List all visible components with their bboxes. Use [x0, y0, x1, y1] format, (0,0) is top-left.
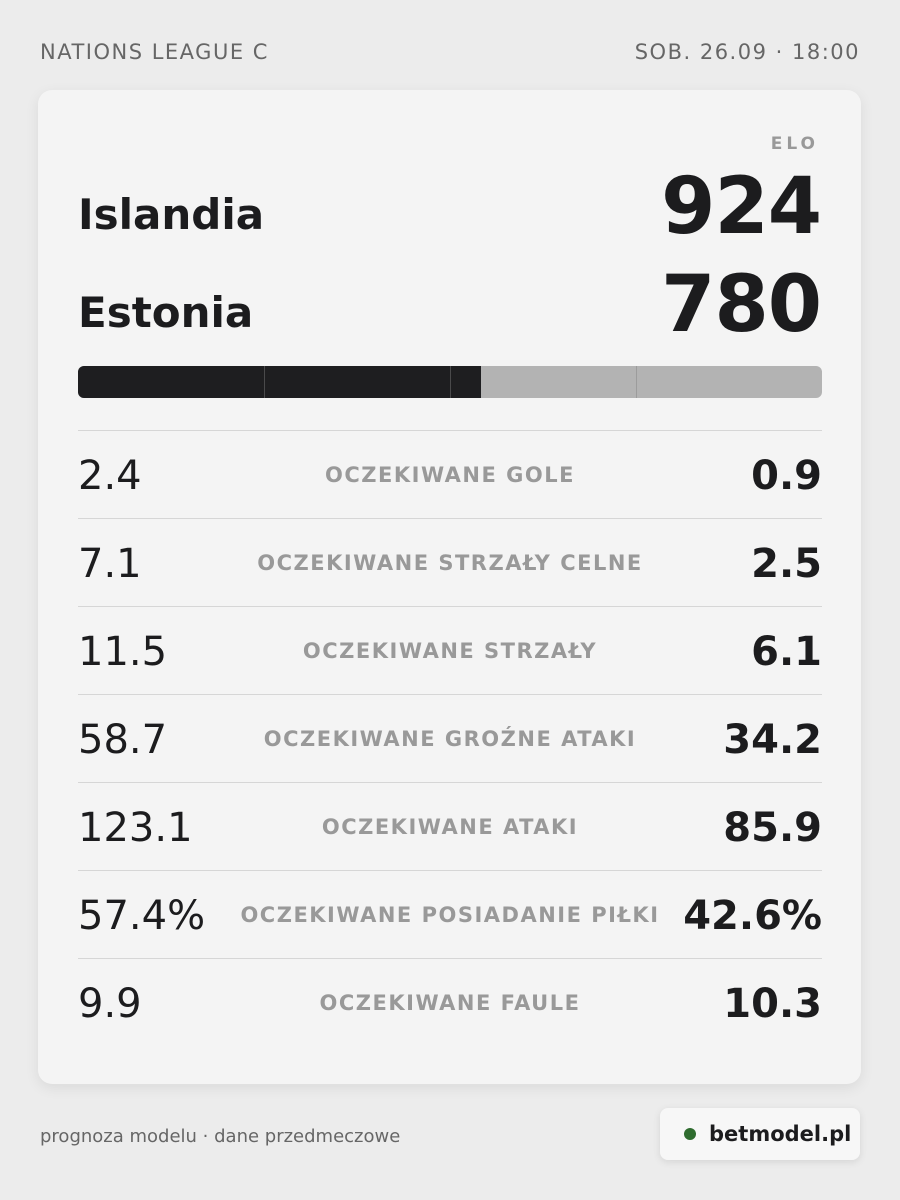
- team-name: Islandia: [78, 190, 265, 239]
- away-value: 6.1: [751, 629, 822, 675]
- elo-bar: [78, 366, 822, 398]
- stat-row: 2.4 OCZEKIWANE GOLE 0.9: [78, 430, 822, 519]
- stat-label: OCZEKIWANE FAULE: [319, 991, 581, 1015]
- stat-label: OCZEKIWANE POSIADANIE PIŁKI: [240, 903, 660, 927]
- away-value: 85.9: [723, 805, 822, 851]
- away-value: 0.9: [751, 453, 822, 499]
- elo-label: ELO: [770, 134, 819, 154]
- stat-row: 57.4% OCZEKIWANE POSIADANIE PIŁKI 42.6%: [78, 870, 822, 959]
- bar-divider: [264, 366, 265, 398]
- away-value: 34.2: [723, 717, 822, 763]
- stat-label: OCZEKIWANE GROŹNE ATAKI: [263, 727, 637, 751]
- stat-row: 123.1 OCZEKIWANE ATAKI 85.9: [78, 782, 822, 871]
- elo-value: 780: [661, 260, 822, 350]
- away-value: 10.3: [723, 981, 822, 1027]
- footer-note: prognoza modelu · dane przedmeczowe: [40, 1126, 401, 1147]
- brand-badge[interactable]: betmodel.pl: [660, 1108, 860, 1160]
- bar-divider: [450, 366, 451, 398]
- stat-label: OCZEKIWANE STRZAŁY CELNE: [257, 551, 643, 575]
- stat-row: 9.9 OCZEKIWANE FAULE 10.3: [78, 958, 822, 1047]
- home-value: 9.9: [78, 981, 142, 1027]
- elo-bar-fill: [78, 366, 482, 398]
- prediction-card: ELO Islandia 924 Estonia 780 2.4 OCZEKIWA…: [38, 90, 861, 1084]
- stat-row: 58.7 OCZEKIWANE GROŹNE ATAKI 34.2: [78, 694, 822, 783]
- bar-divider: [636, 366, 637, 398]
- home-value: 123.1: [78, 805, 193, 851]
- home-value: 7.1: [78, 541, 142, 587]
- away-value: 42.6%: [683, 893, 822, 939]
- stat-label: OCZEKIWANE GOLE: [325, 463, 575, 487]
- stat-label: OCZEKIWANE ATAKI: [321, 815, 579, 839]
- home-value: 58.7: [78, 717, 168, 763]
- elo-value: 924: [661, 162, 822, 252]
- home-value: 2.4: [78, 453, 142, 499]
- brand-dot: [684, 1128, 696, 1140]
- stat-row: 11.5 OCZEKIWANE STRZAŁY 6.1: [78, 606, 822, 695]
- match-datetime: SOB. 26.09 · 18:00: [634, 40, 860, 64]
- brand-name: betmodel.pl: [709, 1122, 852, 1146]
- team-name: Estonia: [78, 288, 254, 337]
- league: NATIONS LEAGUE C: [40, 40, 269, 64]
- home-value: 57.4%: [78, 893, 206, 939]
- away-value: 2.5: [751, 541, 822, 587]
- stat-label: OCZEKIWANE STRZAŁY: [302, 639, 598, 663]
- stat-row: 7.1 OCZEKIWANE STRZAŁY CELNE 2.5: [78, 518, 822, 607]
- home-value: 11.5: [78, 629, 168, 675]
